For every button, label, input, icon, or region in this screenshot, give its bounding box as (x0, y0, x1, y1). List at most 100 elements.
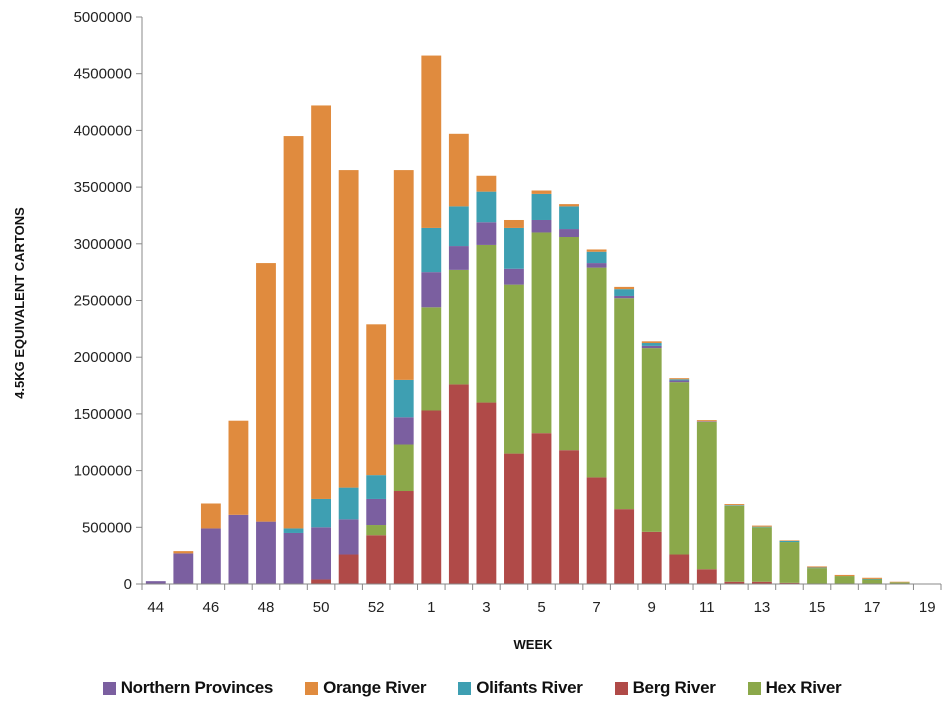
x-tick-label: 48 (258, 599, 275, 616)
x-axis-title: WEEK (514, 637, 554, 652)
bar-segment-hex-river (504, 284, 524, 454)
bar-segment-orange-river (504, 219, 524, 228)
bar-segment-hex-river (393, 444, 414, 492)
bar-segment-olifants-river (751, 526, 772, 528)
bar-segment-olifants-river (476, 191, 497, 223)
bar-segment-orange-river (862, 577, 883, 579)
x-tick-label: 19 (919, 599, 936, 616)
bar-segment-berg-river (531, 433, 552, 584)
bar-segment-northern-provinces (173, 553, 194, 584)
bar-segment-berg-river (696, 569, 717, 584)
x-tick-label: 44 (147, 599, 164, 616)
bar-segment-hex-river (807, 568, 827, 584)
bar-segment-hex-river (862, 579, 883, 584)
legend-label: Berg River (632, 678, 716, 697)
legend-item: Orange River (305, 678, 427, 698)
x-tick-label: 7 (592, 599, 600, 616)
bar-segment-orange-river (283, 136, 304, 529)
bar-segment-orange-river (889, 581, 910, 583)
bar-segment-northern-provinces (531, 219, 552, 233)
bar-segment-orange-river (724, 504, 745, 506)
y-tick-label: 5000000 (74, 9, 132, 26)
bar-segment-olifants-river (283, 528, 304, 533)
bar-segment-olifants-river (724, 505, 745, 506)
bar-segment-northern-provinces (586, 263, 607, 268)
bar-segment-hex-river (586, 267, 607, 478)
x-tick-label: 52 (368, 599, 385, 616)
legend-item: Hex River (747, 678, 842, 698)
y-tick-label: 4000000 (74, 122, 132, 139)
bar-segment-northern-provinces (448, 246, 469, 270)
bar-segment-hex-river (669, 382, 690, 555)
bar-segment-berg-river (504, 453, 524, 584)
y-tick-label: 2500000 (74, 293, 132, 310)
bar-segment-olifants-river (393, 379, 414, 418)
bar-segment-berg-river (586, 477, 607, 584)
bar-segment-berg-river (614, 509, 635, 584)
bar-segment-berg-river (724, 581, 745, 584)
bar-segment-orange-river (807, 566, 827, 568)
legend-swatch (305, 681, 319, 695)
bar-segment-orange-river (834, 574, 855, 577)
x-tick-label: 46 (203, 599, 220, 616)
bar-segment-hex-river (614, 298, 635, 510)
y-tick-label: 1500000 (74, 406, 132, 423)
x-tick-label: 9 (648, 599, 656, 616)
x-tick-label: 50 (313, 599, 330, 616)
bar-segment-olifants-river (504, 227, 524, 269)
bar-segment-northern-provinces (393, 417, 414, 445)
bar-segment-orange-river (614, 286, 635, 290)
bar-segment-hex-river (724, 505, 745, 582)
bar-segment-northern-provinces (476, 222, 497, 245)
bar-segment-orange-river (338, 170, 359, 488)
legend-swatch (614, 681, 628, 695)
bar-segment-northern-provinces (559, 229, 579, 237)
bar-segment-orange-river (256, 263, 276, 522)
bar-segment-berg-river (641, 531, 662, 584)
bar-segment-hex-river (476, 244, 497, 403)
bar-segment-orange-river (669, 378, 690, 380)
y-tick-label: 3000000 (74, 236, 132, 253)
bar-segment-berg-river (338, 554, 359, 584)
bar-segment-berg-river (751, 581, 772, 584)
bar-segment-olifants-river (807, 567, 827, 569)
x-tick-label: 5 (537, 599, 545, 616)
legend-swatch (458, 681, 472, 695)
y-axis-ticks: 0 500000 1000000 1500000 2000000 2500000 30000… (74, 9, 142, 593)
bar-segment-olifants-river (311, 498, 332, 528)
bar-segment-olifants-river (531, 193, 552, 220)
y-tick-label: 1000000 (74, 463, 132, 480)
bar-segment-olifants-river (586, 251, 607, 264)
bars (145, 55, 910, 584)
x-axis-ticks: 44 46 48 50 52 1 3 5 7 9 11 13 15 17 19 (141, 584, 942, 616)
stacked-bar-chart: 0 500000 1000000 1500000 2000000 2500000 30000… (12, 9, 942, 652)
bar-segment-northern-provinces (366, 498, 387, 526)
legend-label: Northern Provinces (120, 678, 274, 697)
bar-segment-northern-provinces (421, 272, 442, 308)
bar-segment-orange-river (779, 540, 800, 541)
legend: Northern Provinces Orange River Olifants R… (0, 678, 944, 698)
bar-segment-northern-provinces (283, 532, 304, 584)
y-tick-label: 3500000 (74, 179, 132, 196)
bar-segment-orange-river (559, 204, 579, 207)
legend-swatch (747, 681, 761, 695)
y-tick-label: 500000 (82, 519, 132, 536)
bar-segment-berg-river (669, 554, 690, 584)
bar-segment-orange-river (311, 105, 332, 499)
bar-segment-northern-provinces (228, 514, 249, 584)
x-tick-label: 1 (427, 599, 435, 616)
bar-segment-orange-river (200, 503, 221, 529)
bar-segment-olifants-river (338, 487, 359, 520)
bar-segment-orange-river (448, 133, 469, 207)
bar-segment-hex-river (641, 348, 662, 532)
bar-segment-hex-river (779, 542, 800, 583)
bar-segment-orange-river (393, 170, 414, 380)
bar-segment-berg-river (559, 450, 579, 584)
y-tick-label: 4500000 (74, 66, 132, 83)
y-axis-title: 4.5KG EQUIVALENT CARTONS (12, 207, 27, 399)
bar-segment-olifants-river (448, 206, 469, 247)
bar-segment-northern-provinces (696, 421, 717, 422)
bar-segment-berg-river (448, 384, 469, 584)
legend-item: Northern Provinces (102, 678, 274, 698)
bar-segment-orange-river (228, 420, 249, 515)
